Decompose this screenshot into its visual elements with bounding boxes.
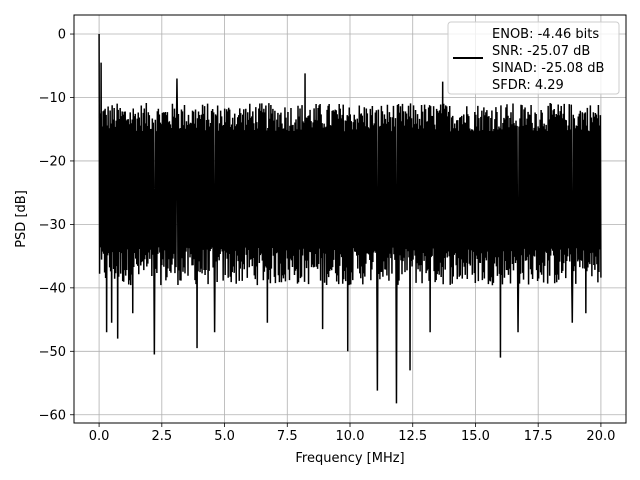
y-tick-label: −10 (39, 91, 66, 106)
y-tick-label: −50 (39, 345, 66, 360)
psd-trace (98, 34, 602, 404)
y-axis-label: PSD [dB] (14, 190, 29, 248)
series-layer (98, 34, 602, 404)
y-tick-label: 0 (58, 28, 66, 43)
x-tick-label: 7.5 (277, 429, 298, 444)
legend-entry: ENOB: -4.46 bits (492, 27, 599, 42)
x-tick-label: 12.5 (398, 429, 427, 444)
y-tick-label: −30 (39, 218, 66, 233)
x-tick-label: 5.0 (214, 429, 235, 444)
x-tick-label: 0.0 (89, 429, 110, 444)
x-tick-label: 20.0 (586, 429, 615, 444)
x-axis-label: Frequency [MHz] (295, 451, 404, 466)
legend: ENOB: -4.46 bits SNR: -25.07 dB SINAD: -… (447, 21, 620, 95)
y-tick-label: −60 (39, 408, 66, 423)
plot-area (98, 34, 602, 404)
legend-entry: SNR: -25.07 dB (492, 44, 590, 59)
legend-box (447, 21, 620, 95)
x-tick-label: 2.5 (151, 429, 172, 444)
x-tick-label: 15.0 (461, 429, 490, 444)
legend-entry: SFDR: 4.29 (492, 78, 564, 93)
legend-entry: SINAD: -25.08 dB (492, 61, 604, 76)
x-tick-label: 17.5 (524, 429, 553, 444)
y-tick-label: −40 (39, 281, 66, 296)
y-tick-label: −20 (39, 154, 66, 169)
x-axis: 0.0 2.5 5.0 7.5 10.0 12.5 15.0 17.5 20.0 (89, 423, 615, 444)
x-tick-label: 10.0 (336, 429, 365, 444)
y-axis: 0 −10 −20 −30 −40 −50 −60 (39, 28, 74, 423)
